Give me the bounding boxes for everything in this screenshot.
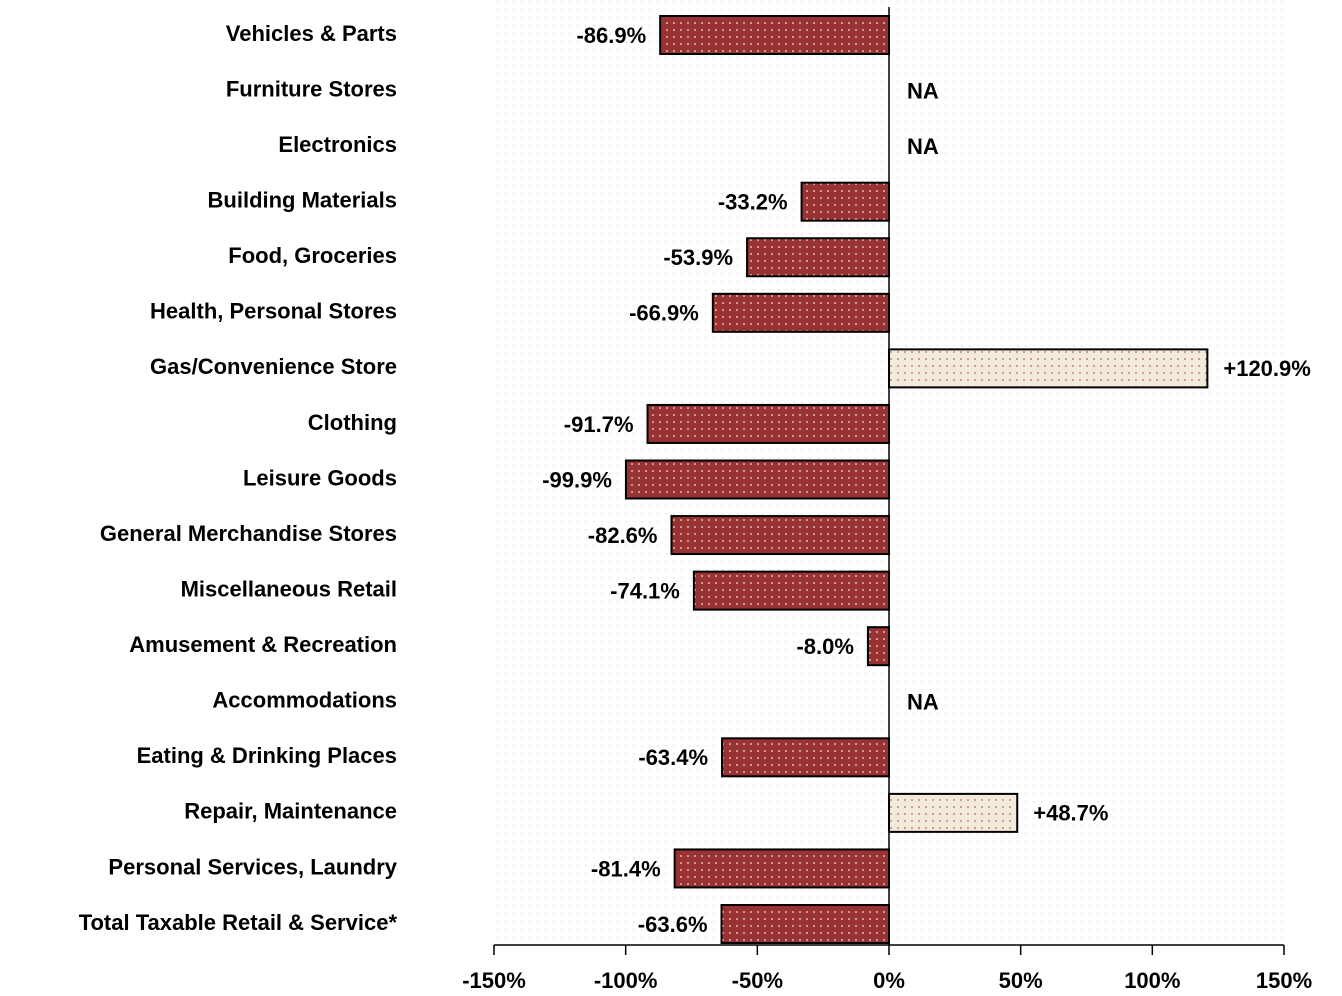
category-label: Clothing (308, 410, 397, 435)
x-tick-label: 0% (873, 968, 905, 993)
bar-texture (711, 292, 891, 333)
category-label: Food, Groceries (228, 243, 397, 268)
category-label: Total Taxable Retail & Service* (79, 910, 398, 935)
bar-texture (888, 348, 1209, 389)
value-label: -63.6% (638, 912, 708, 937)
value-label: +48.7% (1033, 801, 1108, 826)
x-tick-label: 100% (1124, 968, 1180, 993)
bar-texture (673, 848, 890, 889)
bar-texture (866, 626, 891, 667)
value-label: -8.0% (796, 634, 853, 659)
category-label: Repair, Maintenance (184, 799, 397, 824)
bar-texture (646, 403, 890, 444)
bar-texture (800, 181, 890, 222)
x-tick-label: -50% (732, 968, 783, 993)
value-label: -82.6% (588, 523, 658, 548)
category-label: Electronics (278, 132, 397, 157)
value-label: NA (907, 690, 939, 715)
bar-texture (720, 904, 891, 944)
bar-texture (721, 737, 891, 778)
category-label: Amusement & Recreation (129, 632, 397, 657)
value-label: NA (907, 134, 939, 159)
category-label: Eating & Drinking Places (137, 743, 397, 768)
category-label: Miscellaneous Retail (181, 576, 397, 601)
value-label: NA (907, 78, 939, 103)
value-label: -99.9% (542, 467, 612, 492)
category-label: Vehicles & Parts (226, 21, 397, 46)
value-label: -63.4% (638, 745, 708, 770)
category-label: Health, Personal Stores (150, 299, 397, 324)
value-label: -53.9% (663, 245, 733, 270)
bar-texture (746, 237, 891, 278)
category-label: Personal Services, Laundry (108, 854, 397, 879)
x-tick-label: -100% (594, 968, 658, 993)
bar-texture (692, 570, 890, 611)
category-label: Gas/Convenience Store (150, 354, 397, 379)
bar-texture (670, 515, 891, 556)
x-tick-label: 150% (1256, 968, 1312, 993)
value-label: -66.9% (629, 301, 699, 326)
value-label: -86.9% (576, 23, 646, 48)
value-label: -74.1% (610, 578, 680, 603)
category-label: Building Materials (208, 188, 397, 213)
value-label: -91.7% (564, 412, 634, 437)
bar-texture (659, 15, 890, 55)
category-label: General Merchandise Stores (100, 521, 397, 546)
category-label: Leisure Goods (243, 465, 397, 490)
bar-texture (624, 459, 890, 500)
category-label: Furniture Stores (226, 76, 397, 101)
x-tick-label: -150% (462, 968, 526, 993)
category-label: Accommodations (212, 688, 397, 713)
x-tick-label: 50% (999, 968, 1043, 993)
bar-texture (888, 792, 1019, 833)
value-label: -33.2% (718, 190, 788, 215)
value-label: +120.9% (1223, 356, 1310, 381)
value-label: -81.4% (591, 856, 661, 881)
